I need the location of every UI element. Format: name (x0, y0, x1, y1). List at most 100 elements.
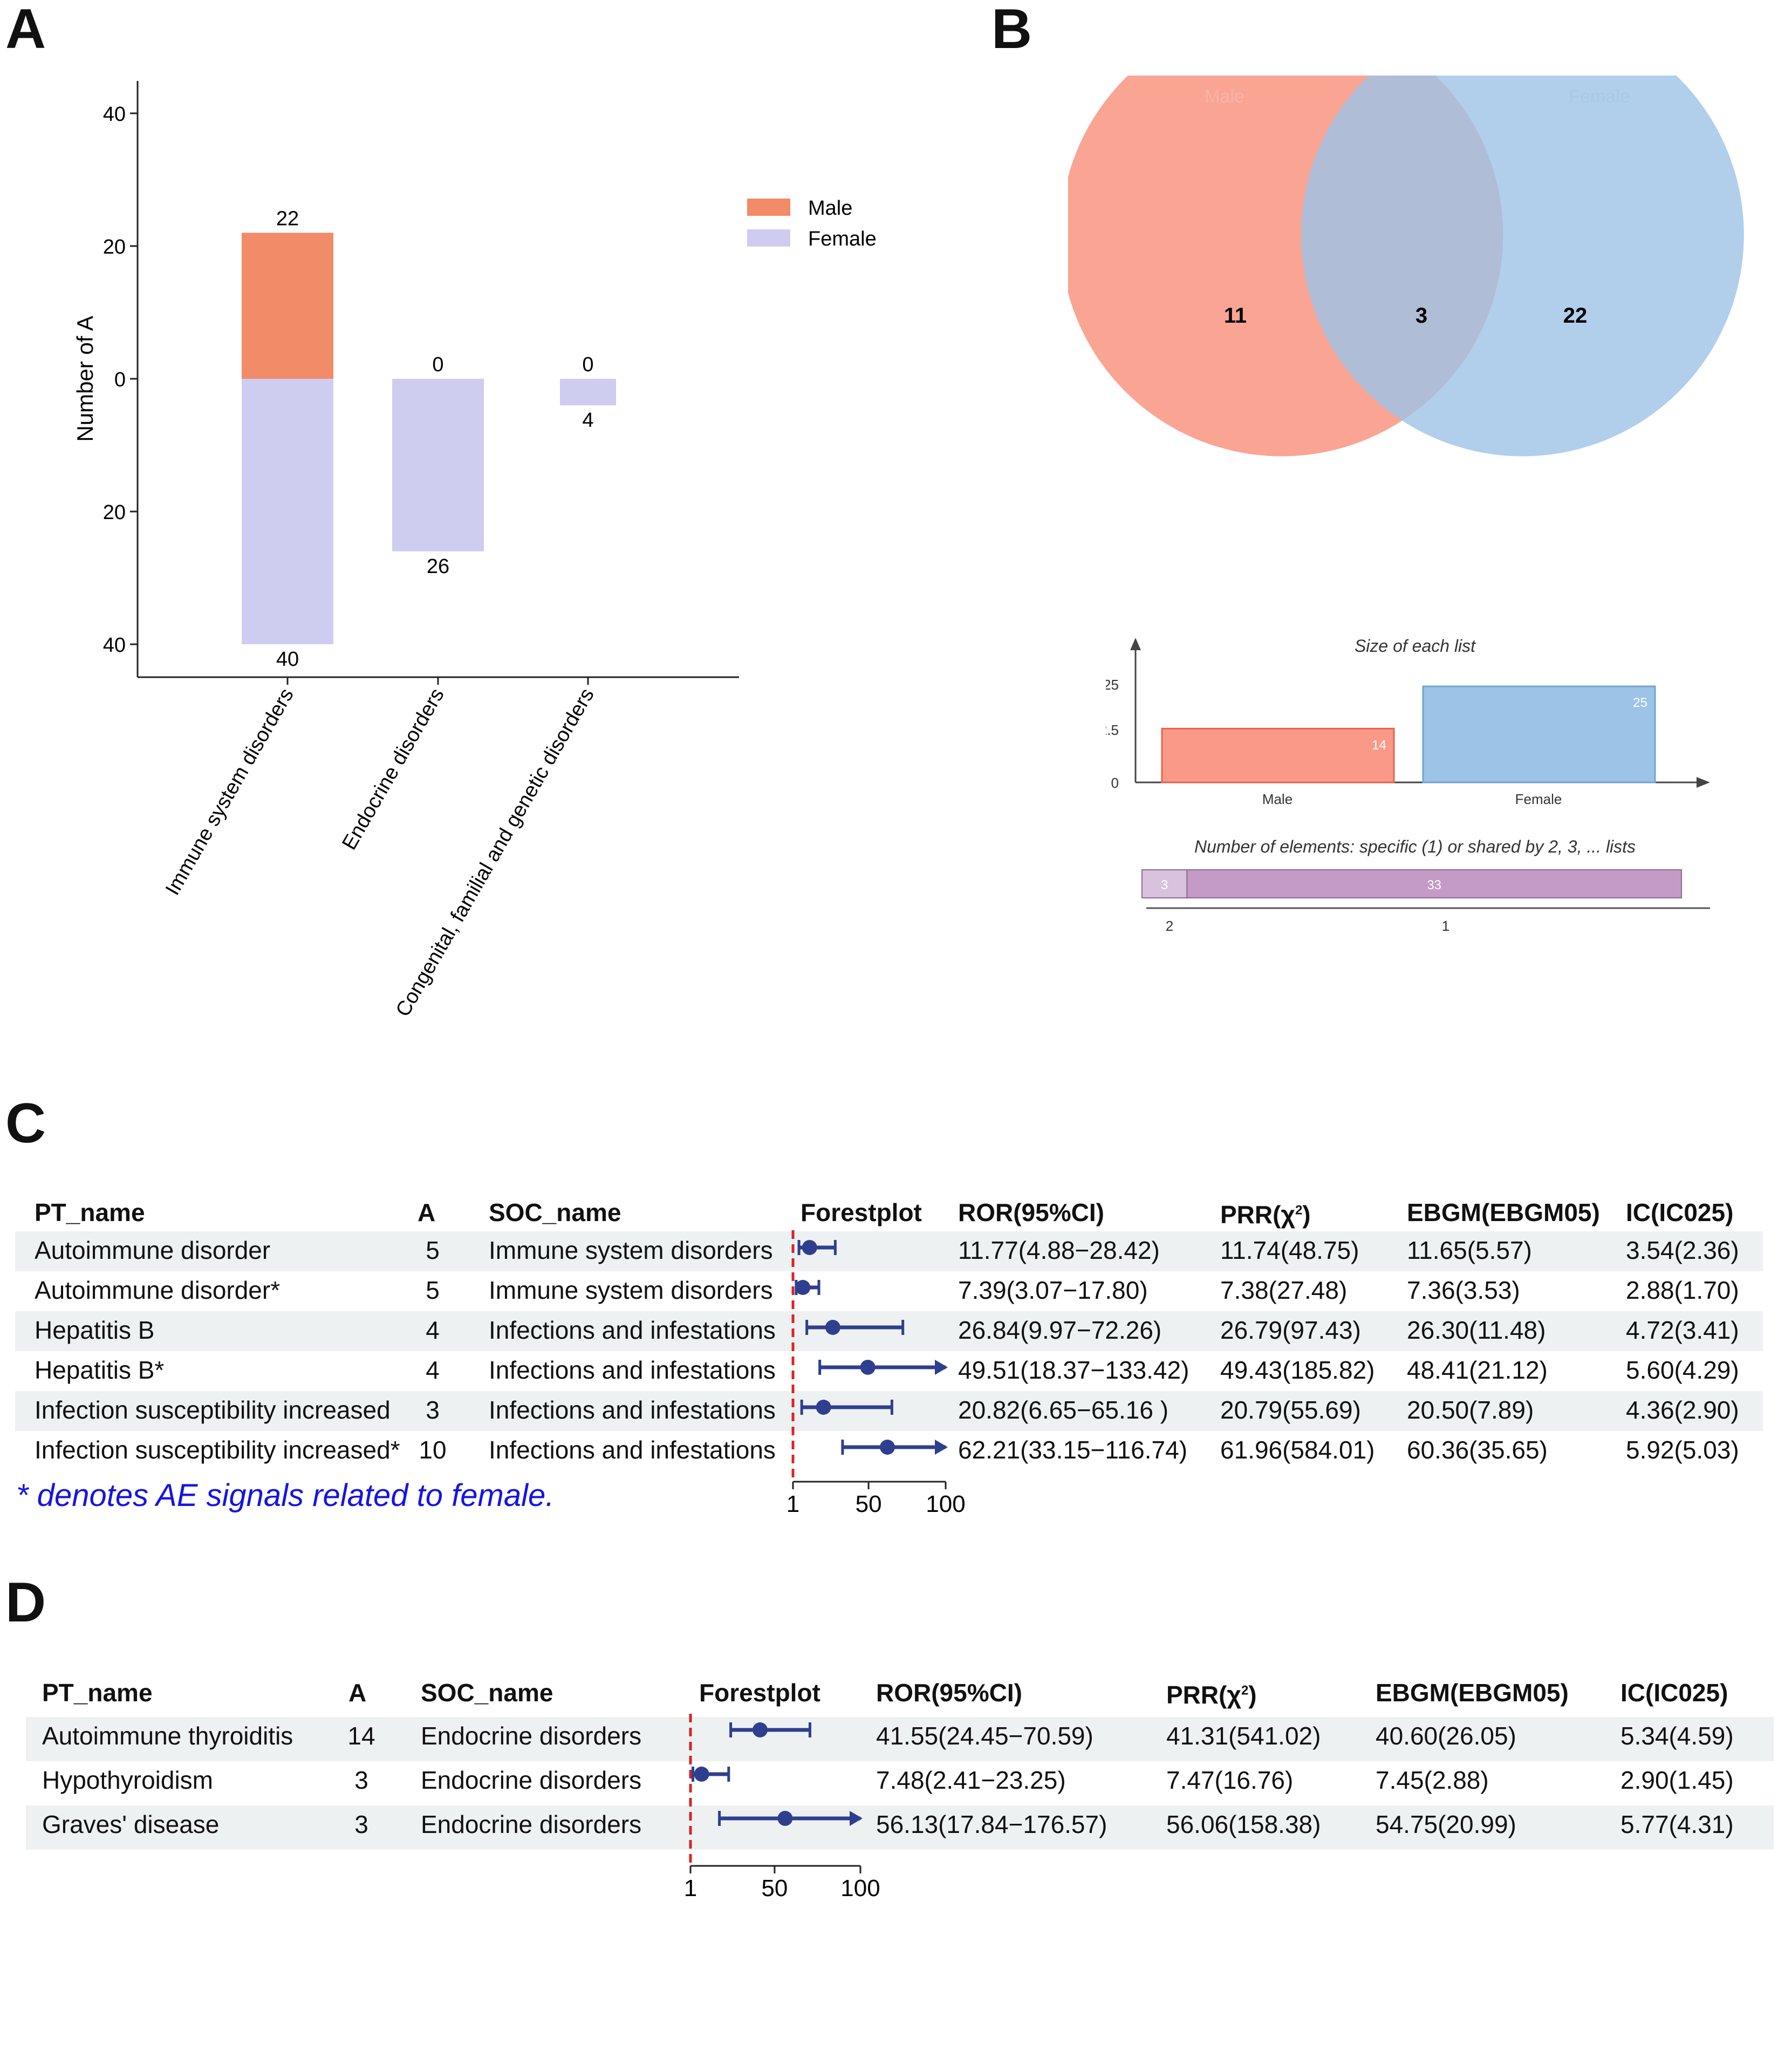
sizes-bar-value: 25 (1633, 696, 1647, 710)
c-cell-ror: 11.77(4.88−28.42) (958, 1236, 1160, 1264)
panel-d-table: PT_name A SOC_name Forestplot ROR(95%CI)… (0, 1662, 1778, 2072)
d-cell-ebgm: 7.45(2.88) (1376, 1766, 1489, 1794)
d-row-band (26, 1717, 1774, 1761)
c-cell-soc: Infections and infestations (489, 1396, 776, 1424)
c-cell-soc: Infections and infestations (489, 1316, 776, 1344)
d-head-ebgm: EBGM(EBGM05) (1376, 1679, 1569, 1707)
c-cell-pt: Infection susceptibility increased (35, 1396, 391, 1424)
legend-male-label: Male (808, 197, 852, 220)
elements-bars: 3 33 (1141, 869, 1683, 898)
c-point-estimate (879, 1440, 895, 1455)
venn-female-title: Female (1569, 86, 1630, 107)
elements-xlabel-1: 1 (1442, 918, 1449, 934)
c-cell-ebgm: 7.36(3.53) (1407, 1276, 1520, 1304)
d-cell-prr: 56.06(158.38) (1166, 1810, 1321, 1838)
d-point-estimate (777, 1811, 793, 1826)
c-cell-ebgm: 48.41(21.12) (1407, 1356, 1548, 1384)
d-cell-soc: Endocrine disorders (421, 1722, 642, 1750)
d-cell-a: 3 (354, 1766, 368, 1794)
d-cell-ror: 7.48(2.41−23.25) (876, 1766, 1066, 1794)
sizes-ytick-1: 12.5 (1106, 722, 1119, 738)
sizes-xlabel-male: Male (1262, 791, 1293, 807)
d-cell-soc: Endocrine disorders (421, 1766, 642, 1794)
d-ci-arrow (850, 1811, 863, 1826)
a-bar-female (392, 379, 484, 551)
sizes-bar-value: 14 (1372, 738, 1386, 752)
d-forest-tick-label: 1 (684, 1875, 697, 1901)
c-forest-tick-label: 50 (856, 1491, 882, 1517)
c-cell-prr: 11.74(48.75) (1220, 1236, 1359, 1264)
c-forest-plot: 1 50 100 (787, 1230, 966, 1517)
panel-label-b: B (991, 0, 1032, 60)
venn-only-female: 22 (1563, 304, 1588, 328)
elements-bar-value: 33 (1427, 878, 1441, 892)
panel-c-table: PT_name A SOC_name Forestplot ROR(95%CI)… (0, 1182, 1778, 1592)
c-cell-ror: 7.39(3.07−17.80) (958, 1276, 1148, 1304)
a-ytick-label: 20 (103, 501, 126, 524)
legend-male-swatch (747, 199, 790, 216)
c-cell-soc: Immune system disorders (489, 1236, 773, 1264)
a-ytick-label: 40 (103, 103, 126, 126)
legend-female-swatch (747, 229, 790, 247)
c-point-estimate (795, 1280, 811, 1295)
c-head-ror: ROR(95%CI) (958, 1198, 1104, 1226)
d-cell-ic: 2.90(1.45) (1620, 1766, 1734, 1794)
a-male-value: 0 (432, 353, 443, 376)
sizes-bar (1422, 685, 1656, 783)
elements-title: Number of elements: specific (1) or shar… (1194, 837, 1636, 856)
c-cell-ror: 62.21(33.15−116.74) (958, 1436, 1188, 1464)
panel-label-a: A (5, 0, 46, 60)
c-cell-a: 5 (426, 1276, 440, 1304)
c-head-prr: PRR(χ2) (1220, 1201, 1311, 1229)
c-cell-a: 5 (426, 1236, 440, 1264)
c-head-soc: SOC_name (489, 1198, 621, 1226)
c-cell-ror: 49.51(18.37−133.42) (958, 1356, 1189, 1384)
d-row-band (26, 1805, 1774, 1850)
a-xtick-label: Immune system disorders (161, 685, 298, 899)
c-cell-ebgm: 20.50(7.89) (1407, 1396, 1534, 1424)
c-cell-prr: 7.38(27.48) (1220, 1276, 1348, 1304)
elements-bar (1186, 869, 1683, 898)
c-cell-a: 4 (426, 1356, 440, 1384)
c-cell-ic: 5.92(5.03) (1626, 1436, 1739, 1464)
c-cell-prr: 61.96(584.01) (1220, 1436, 1375, 1464)
c-cell-ebgm: 26.30(11.48) (1407, 1316, 1546, 1344)
sizes-x-arrow (1697, 777, 1710, 788)
a-male-value: 22 (276, 207, 299, 230)
a-female-value: 40 (276, 648, 299, 671)
a-legend: Male Female (747, 197, 877, 250)
c-cell-ror: 26.84(9.97−72.26) (958, 1316, 1162, 1344)
c-cell-ic: 2.88(1.70) (1626, 1276, 1739, 1304)
venn-only-male: 11 (1224, 304, 1247, 328)
c-point-estimate (825, 1320, 840, 1335)
venn-shared: 3 (1415, 304, 1427, 328)
a-ytick-label: 40 (103, 634, 126, 657)
d-cell-a: 14 (347, 1722, 375, 1750)
a-xtick-label: Endocrine disorders (338, 685, 448, 854)
c-cell-soc: Immune system disorders (489, 1276, 773, 1304)
d-cell-prr: 7.47(16.76) (1166, 1766, 1294, 1794)
d-cell-ror: 56.13(17.84−176.57) (876, 1810, 1107, 1838)
c-cell-soc: Infections and infestations (489, 1436, 776, 1464)
c-forest-tick-label: 100 (926, 1491, 965, 1517)
d-point-estimate (694, 1767, 709, 1782)
c-row-band (15, 1231, 1763, 1271)
c-cell-a: 3 (426, 1396, 440, 1424)
sizes-y-arrow (1130, 638, 1141, 650)
d-head-ic: IC(IC025) (1620, 1679, 1728, 1707)
c-footnote: * denotes AE signals related to female. (16, 1478, 555, 1513)
elements-xlabel-2: 2 (1166, 918, 1173, 934)
a-bar-female (560, 379, 616, 406)
c-head-pt: PT_name (35, 1198, 145, 1226)
c-cell-a: 4 (426, 1316, 440, 1344)
a-bars (242, 233, 616, 644)
d-head-forest: Forestplot (699, 1679, 820, 1707)
elements-bar-value: 3 (1161, 878, 1168, 892)
d-cell-pt: Hypothyroidism (42, 1766, 213, 1794)
d-cell-a: 3 (354, 1810, 368, 1838)
d-cell-prr: 41.31(541.02) (1166, 1722, 1321, 1750)
d-forest-tick-label: 50 (761, 1875, 788, 1901)
a-female-value: 26 (427, 555, 449, 578)
